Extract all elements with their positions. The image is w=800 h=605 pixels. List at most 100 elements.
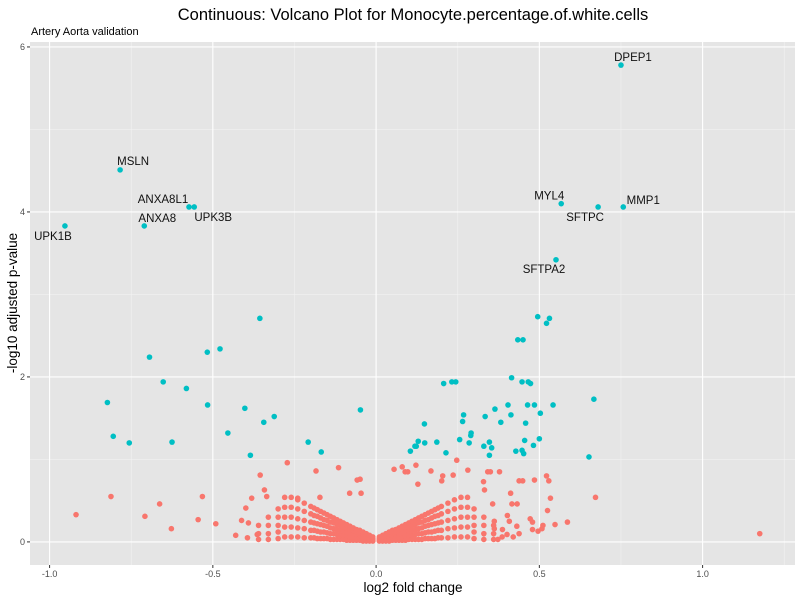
- nonsignificant-point: [301, 525, 308, 532]
- chart-subtitle: Artery Aorta validation: [31, 26, 139, 38]
- nonsignificant-point: [438, 519, 445, 525]
- significant-point: [530, 442, 537, 449]
- nonsignificant-point: [281, 514, 288, 520]
- significant-point: [257, 315, 263, 322]
- nonsignificant-point: [438, 511, 445, 517]
- gene-label: ANXA8L1: [138, 194, 189, 206]
- nonsignificant-point: [399, 464, 406, 470]
- nonsignificant-point: [458, 524, 464, 530]
- gene-label: ANXA8: [138, 213, 176, 225]
- nonsignificant-point: [370, 534, 376, 540]
- y-tick-label: 6: [20, 42, 25, 52]
- significant-point: [492, 406, 498, 412]
- significant-point: [521, 437, 528, 444]
- gene-label: DPEP1: [614, 52, 652, 64]
- significant-point: [536, 435, 543, 442]
- labeled-point-mmp1: [620, 204, 627, 210]
- nonsignificant-point: [510, 534, 517, 540]
- significant-point: [449, 379, 455, 385]
- nonsignificant-point: [265, 530, 272, 537]
- nonsignificant-point: [499, 526, 506, 533]
- nonsignificant-point: [294, 525, 301, 531]
- significant-point: [434, 439, 440, 445]
- significant-point: [443, 450, 449, 456]
- significant-point: [505, 402, 511, 408]
- significant-point: [169, 439, 175, 445]
- significant-point: [486, 439, 493, 445]
- nonsignificant-point: [288, 514, 295, 520]
- nonsignificant-point: [255, 522, 262, 529]
- significant-point: [519, 379, 525, 385]
- nonsignificant-point: [504, 512, 511, 519]
- nonsignificant-point: [471, 535, 477, 542]
- nonsignificant-point: [281, 494, 288, 501]
- significant-point: [247, 452, 254, 459]
- nonsignificant-point: [499, 534, 505, 540]
- significant-point: [482, 413, 488, 420]
- nonsignificant-point: [199, 493, 206, 500]
- nonsignificant-point: [506, 518, 513, 525]
- nonsignificant-point: [490, 530, 497, 537]
- nonsignificant-point: [464, 524, 471, 530]
- significant-point: [217, 346, 223, 352]
- x-tick-label: -0.5: [205, 569, 221, 579]
- nonsignificant-point: [481, 514, 487, 520]
- labeled-point-upk3b: [191, 204, 198, 210]
- nonsignificant-point: [108, 493, 114, 500]
- significant-point: [104, 399, 111, 406]
- nonsignificant-point: [288, 534, 295, 540]
- nonsignificant-point: [438, 478, 445, 484]
- nonsignificant-point: [529, 519, 536, 525]
- nonsignificant-point: [529, 526, 536, 533]
- significant-point: [183, 385, 190, 392]
- significant-point: [522, 420, 529, 426]
- significant-point: [488, 445, 495, 451]
- nonsignificant-point: [445, 500, 451, 506]
- significant-point: [481, 443, 487, 450]
- significant-point: [421, 440, 428, 446]
- significant-point: [520, 336, 526, 343]
- nonsignificant-point: [243, 505, 249, 511]
- nonsignificant-point: [464, 534, 471, 540]
- significant-point: [537, 410, 544, 417]
- significant-point: [407, 448, 414, 454]
- nonsignificant-point: [265, 514, 272, 520]
- y-axis-title: -log10 adjusted p-value: [5, 233, 20, 373]
- nonsignificant-point: [756, 530, 763, 537]
- nonsignificant-point: [294, 495, 301, 501]
- nonsignificant-point: [445, 508, 451, 515]
- significant-point: [110, 433, 117, 440]
- significant-point: [591, 396, 597, 402]
- significant-point: [318, 449, 325, 455]
- labeled-point-anxa8: [141, 223, 148, 229]
- nonsignificant-point: [514, 501, 520, 507]
- nonsignificant-point: [284, 459, 291, 466]
- nonsignificant-point: [519, 478, 526, 484]
- x-axis-title: log2 fold change: [363, 580, 462, 595]
- nonsignificant-point: [415, 481, 421, 487]
- significant-point: [498, 419, 504, 426]
- labeled-point-anxa8l1: [186, 204, 192, 210]
- nonsignificant-point: [248, 495, 255, 501]
- nonsignificant-point: [514, 523, 520, 530]
- nonsignificant-point: [445, 534, 451, 541]
- gene-label: MSLN: [117, 156, 149, 168]
- nonsignificant-point: [547, 495, 554, 501]
- nonsignificant-point: [346, 490, 353, 497]
- gene-labels: DPEP1 MSLN ANXA8L1 UPK3B ANXA8 UPK1B MYL4SFTPC…: [34, 52, 660, 276]
- nonsignificant-point: [404, 468, 411, 475]
- nonsignificant-point: [301, 508, 308, 515]
- nonsignificant-point: [464, 514, 471, 520]
- significant-point: [543, 320, 550, 327]
- significant-point: [459, 418, 466, 425]
- nonsignificant-point: [504, 531, 510, 538]
- nonsignificant-point: [458, 534, 464, 540]
- significant-point: [527, 380, 534, 387]
- significant-point: [467, 432, 474, 439]
- nonsignificant-point: [281, 534, 288, 540]
- axes: -1.0 -0.5 0.0 0.5 1.0 0 2 4 6: [20, 42, 709, 579]
- labeled-point-msln: [117, 167, 123, 173]
- nonsignificant-point: [458, 514, 464, 520]
- plot-panel: [30, 42, 795, 565]
- nonsignificant-point: [464, 504, 471, 511]
